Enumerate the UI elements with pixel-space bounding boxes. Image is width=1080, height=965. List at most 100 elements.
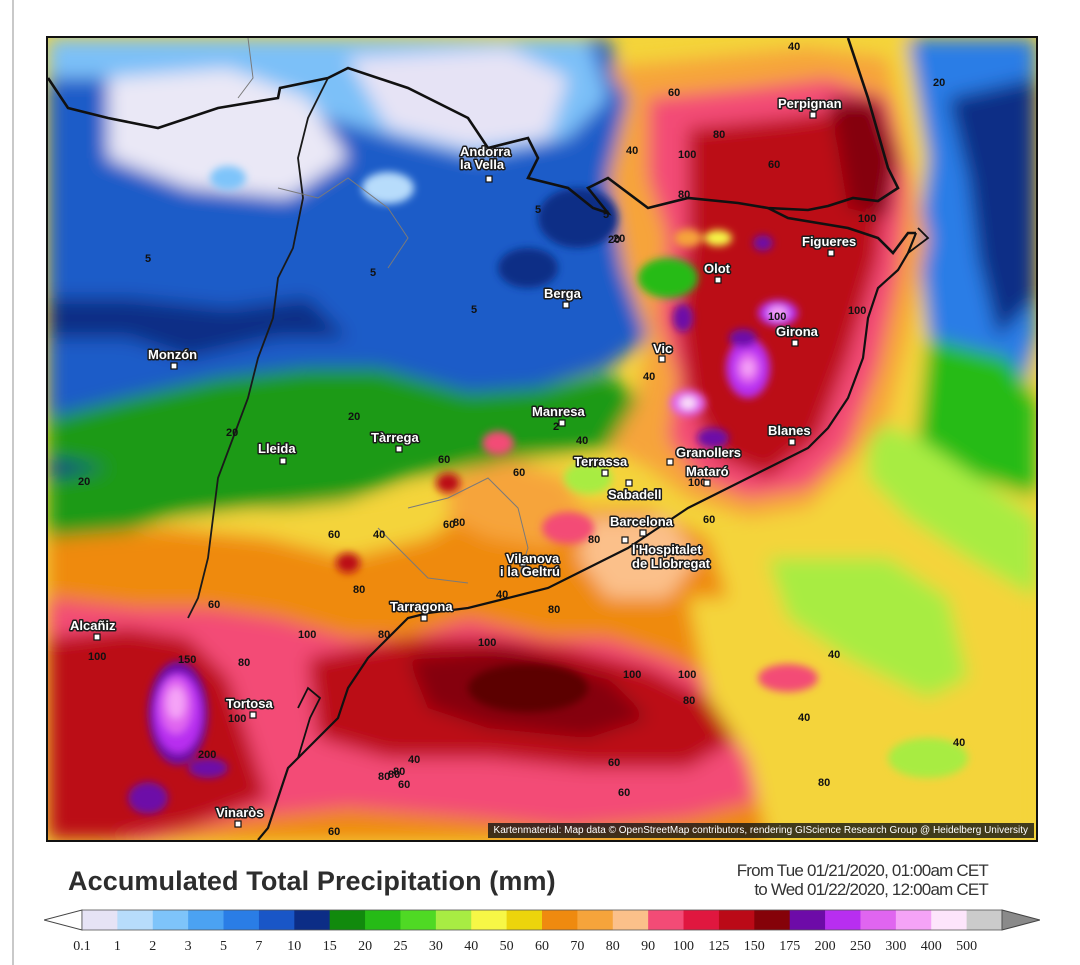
borders [48,38,930,840]
scale-label: 70 [570,939,585,954]
contour-label: 60 [768,159,780,171]
contour-label: 80 [238,657,250,669]
marker-manresa [558,419,566,427]
contour-label: 100 [678,669,696,681]
scale-label: 0.1 [73,939,91,954]
scale-label: 90 [641,939,656,954]
contour-label: 40 [496,589,508,601]
contour-label: 80 [378,771,390,783]
scale-swatch [506,910,543,930]
scale-label: 200 [814,939,836,954]
marker-olot [714,276,722,284]
scale-swatch [82,910,118,930]
label-vilanova-line1: Vilanova [506,551,560,566]
scale-swatch [435,910,472,930]
label-blanes: Blanes [768,423,811,438]
marker-vinaros [234,820,242,828]
scale-label: 20 [358,939,373,954]
contour-label: 60 [438,454,450,466]
scale-label: 150 [743,939,765,954]
scale-swatch [542,910,578,930]
label-mataro: Mataró [686,464,729,479]
contour-label: 80 [678,189,690,201]
scale-swatch [577,910,614,930]
scale-label: 1 [113,939,121,954]
marker-perpignan [809,111,817,119]
label-hospitalet-line2: de Llobregat [632,556,711,571]
contour-label: 100 [768,311,786,323]
contour-label: 40 [626,145,638,157]
contour-label: 100 [858,213,876,225]
contour-label: 60 [618,787,630,799]
marker-granollers [666,458,674,466]
contour-label: 100 [848,305,866,317]
contour-label: 80 [388,769,400,781]
label-andorra-line2: la Vella [460,157,505,172]
contour-label: 100 [228,713,246,725]
scale-swatch [223,910,260,930]
label-tarrega: Tàrrega [371,430,419,445]
marker-andorra [485,175,493,183]
contour-label: 40 [828,649,840,661]
contour-label: 60 [328,826,340,838]
contour-label: 80 [393,766,405,778]
label-vilanova-line2: i la Geltrú [500,564,560,579]
label-terrassa: Terrassa [574,454,628,469]
scale-label: 2 [149,939,157,954]
contour-label: 60 [668,87,680,99]
label-hospitalet-line1: l'Hospitalet [632,542,702,557]
scale-swatch [258,910,295,930]
marker-berga [562,301,570,309]
legend-title: Accumulated Total Precipitation (mm) [68,866,556,896]
scale-arrow-high [1001,909,1040,931]
contour-label: 100 [623,669,641,681]
scale-swatch [718,910,755,930]
contour-label: 60 [443,519,455,531]
scale-swatch [612,910,649,930]
marker-tortosa [249,711,257,719]
contour-label: 80 [353,584,365,596]
marker-figueres [827,249,835,257]
contour-label: 20 [608,234,620,246]
contour-label: 80 [453,517,465,529]
contour-label: 2 [553,421,559,433]
label-berga: Berga [544,286,582,301]
label-lleida: Lleida [258,441,296,456]
contour-label: 60 [398,779,410,791]
map-attribution: Kartenmaterial: Map data © OpenStreetMap… [487,823,1034,838]
scale-swatch [754,910,791,930]
time-period: From Tue 01/21/2020, 01:00am CET to Wed … [737,861,989,899]
marker-vic [658,355,666,363]
scale-swatch [294,910,331,930]
contour-label: 80 [683,695,695,707]
scale-swatch [648,910,685,930]
label-olot: Olot [704,261,731,276]
contour-label: 20 [613,233,625,245]
scale-label: 50 [499,939,514,954]
place-labels: Andorra la Vella Perpignan Figueres Olot… [69,95,858,822]
precipitation-map[interactable]: 40 20 60 80 100 60 80 40 5 20 5 5 5 100 100 5 100 20 40 20 2… [46,36,1038,842]
scale-swatch [683,910,720,930]
contour-label: 5 [535,204,541,216]
scale-swatch [400,910,437,930]
precipitation-field [48,38,1036,840]
scale-arrow-low [44,909,83,931]
marker-sabadell [625,479,633,487]
contour-label: 20 [348,411,360,423]
scale-label: 60 [535,939,549,954]
page-left-border [12,0,14,965]
contour-label: 40 [953,737,965,749]
contour-label: 40 [576,435,588,447]
contour-label: 100 [478,637,496,649]
contour-label: 20 [933,77,945,89]
scale-label: 7 [255,939,263,954]
scale-label: 400 [920,939,942,954]
scale-label: 5 [220,939,228,954]
scale-swatch [860,910,897,930]
scale-swatch [789,910,826,930]
contour-label: 5 [471,304,477,316]
marker-hospitalet [621,536,629,544]
scale-swatch [931,910,968,930]
